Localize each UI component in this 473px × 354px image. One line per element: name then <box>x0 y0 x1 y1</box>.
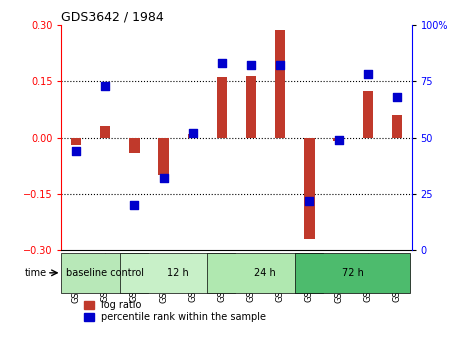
Bar <box>333 137 344 141</box>
FancyBboxPatch shape <box>295 252 410 293</box>
FancyBboxPatch shape <box>61 252 148 293</box>
Point <box>276 63 284 68</box>
Bar <box>217 78 227 137</box>
Text: baseline control: baseline control <box>66 268 143 278</box>
Point <box>189 130 197 136</box>
Text: 72 h: 72 h <box>342 268 363 278</box>
Point <box>160 175 167 181</box>
Point <box>306 198 313 204</box>
Point <box>218 60 226 66</box>
FancyBboxPatch shape <box>207 252 323 293</box>
Legend: log ratio, percentile rank within the sample: log ratio, percentile rank within the sa… <box>84 300 266 322</box>
Point <box>72 148 80 154</box>
Bar <box>188 134 198 137</box>
Text: time: time <box>25 268 47 278</box>
Bar <box>71 137 81 145</box>
Bar <box>363 91 373 137</box>
Point <box>101 83 109 88</box>
Point <box>247 63 255 68</box>
Bar <box>275 30 285 137</box>
Bar <box>158 137 169 175</box>
Bar <box>392 115 402 137</box>
Bar <box>304 137 315 239</box>
Bar <box>100 126 110 137</box>
FancyBboxPatch shape <box>120 252 235 293</box>
Text: GDS3642 / 1984: GDS3642 / 1984 <box>61 11 164 24</box>
Text: 24 h: 24 h <box>254 268 276 278</box>
Bar <box>246 75 256 137</box>
Point <box>335 137 342 143</box>
Bar <box>129 137 140 153</box>
Text: 12 h: 12 h <box>166 268 188 278</box>
Point <box>131 202 138 208</box>
Point <box>393 94 401 100</box>
Point <box>364 72 372 77</box>
